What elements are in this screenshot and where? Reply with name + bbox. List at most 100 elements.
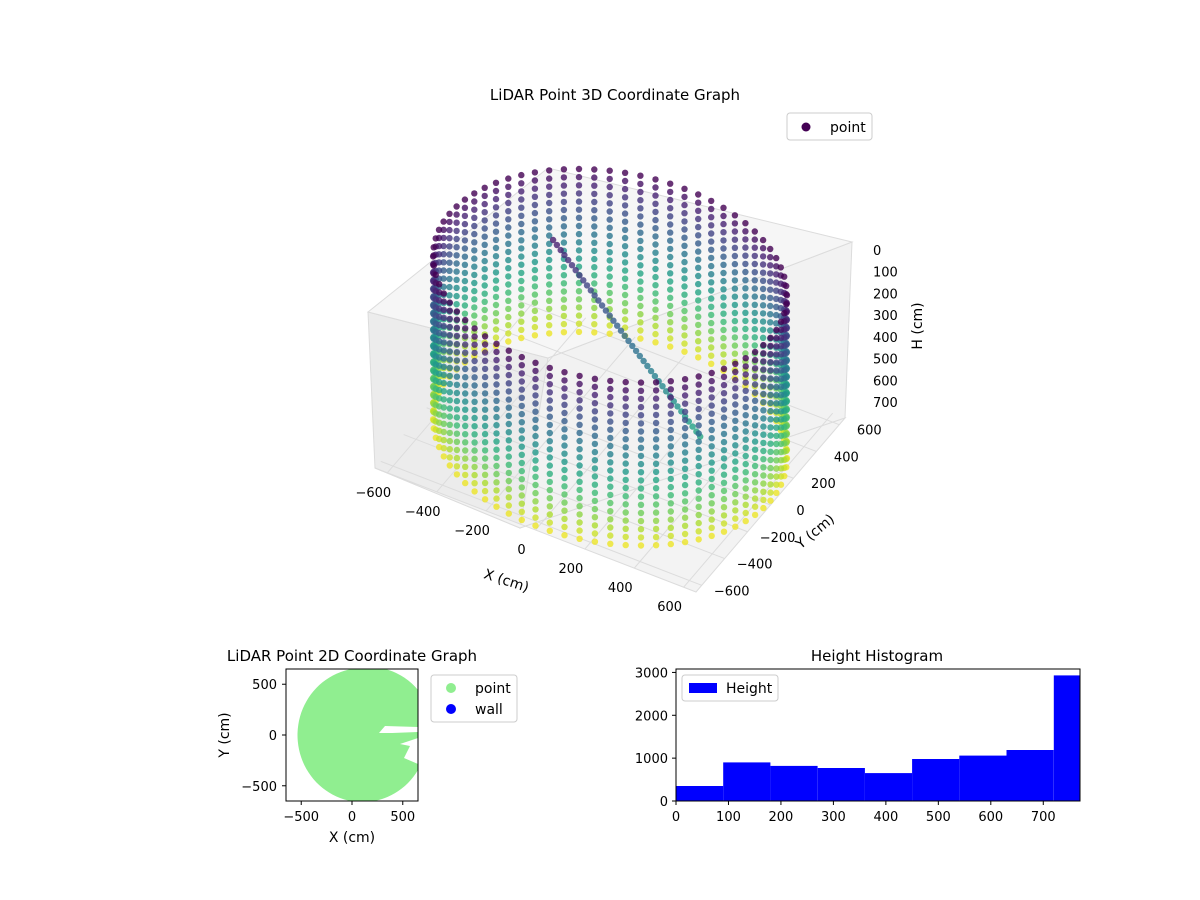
point-3d [637, 213, 644, 220]
point-3d [481, 257, 488, 265]
point-3d [751, 471, 759, 478]
point-3d [751, 397, 759, 404]
point-3d [481, 430, 489, 438]
point-3d [471, 357, 478, 365]
point-3d [531, 242, 539, 249]
point-3d [432, 271, 439, 279]
point-3d [532, 522, 539, 529]
legend-marker-point [801, 122, 811, 132]
point-3d [695, 495, 702, 502]
point-3d [591, 408, 599, 415]
point-3d [576, 397, 583, 404]
point-3d [471, 247, 478, 254]
point-3d [622, 427, 629, 435]
point-3d [591, 190, 598, 198]
point-3d [731, 236, 739, 243]
point-3d [546, 322, 553, 329]
point-3d [742, 363, 749, 370]
point-3d [591, 174, 598, 181]
point-3d [481, 422, 489, 430]
point-3d [440, 226, 447, 233]
point-3d [760, 350, 767, 357]
point-3d [767, 286, 774, 293]
point-3d [505, 388, 512, 395]
point-3d [695, 462, 702, 470]
point-3d [471, 398, 478, 405]
point-3d [767, 254, 774, 261]
histogram-bar [959, 755, 1007, 801]
point-3d [492, 310, 500, 317]
point-3d [637, 403, 645, 411]
point-3d [576, 372, 583, 380]
point-3d [575, 239, 583, 246]
point-3d [681, 384, 689, 391]
point-3d [481, 406, 489, 413]
point-3d [532, 506, 539, 513]
point-3d [695, 191, 702, 198]
point-3d [492, 318, 500, 325]
point-3d [576, 511, 583, 518]
point-3d [773, 432, 780, 440]
point-3d [695, 199, 702, 206]
point-3d [742, 371, 749, 378]
legend-2d: point wall [430, 674, 518, 723]
point-3d [681, 315, 688, 323]
point-3d [505, 256, 512, 264]
point-3d [637, 302, 644, 310]
point-3d [546, 289, 553, 296]
point-3d [606, 330, 613, 337]
point-3d [440, 453, 447, 460]
point-3d [591, 375, 599, 382]
point-3d [492, 244, 500, 252]
point-3d [681, 324, 688, 331]
point-3d [453, 308, 461, 315]
point-3d [720, 373, 728, 381]
point-3d [773, 481, 780, 488]
point-3d [481, 390, 489, 397]
point-3d [518, 394, 525, 401]
legend-label-height: Height [726, 681, 773, 697]
point-3d [446, 243, 453, 250]
point-3d [492, 301, 500, 309]
point-3d [471, 296, 478, 303]
point-3d [681, 441, 689, 448]
point-3d [637, 270, 644, 277]
point-3d [607, 532, 614, 539]
point-3d [681, 250, 688, 258]
point-3d [708, 451, 715, 458]
point-3d [708, 238, 715, 245]
point-3d [576, 527, 583, 534]
point-3d [767, 424, 774, 431]
point-3d [720, 269, 727, 277]
point-3d [637, 221, 644, 228]
point-3d [720, 204, 727, 211]
point-3d [505, 273, 512, 280]
point-3d [430, 244, 437, 251]
point-3d [667, 253, 674, 261]
point-3d [652, 314, 659, 321]
histogram-bar [864, 773, 913, 801]
point-3d [532, 416, 539, 423]
point-3d [681, 416, 689, 424]
point-3d [652, 485, 660, 492]
point-3d [607, 475, 614, 482]
point-3d [446, 364, 453, 371]
point-3d [440, 339, 447, 346]
point-3d [546, 527, 553, 534]
point-3d [708, 532, 715, 540]
point-3d [531, 315, 539, 323]
point-3d [505, 248, 512, 256]
point-3d [440, 306, 447, 313]
point-3d [708, 483, 715, 491]
point-3d [453, 349, 461, 356]
point-3d [760, 382, 767, 390]
point-3d [652, 493, 660, 500]
point-3d [546, 305, 553, 313]
point-3d [751, 252, 758, 260]
point-3d [518, 402, 525, 410]
point-3d [732, 385, 739, 392]
point-3d [575, 304, 583, 311]
point-3d [751, 301, 758, 308]
point-3d [695, 207, 702, 214]
point-3d [591, 424, 599, 431]
